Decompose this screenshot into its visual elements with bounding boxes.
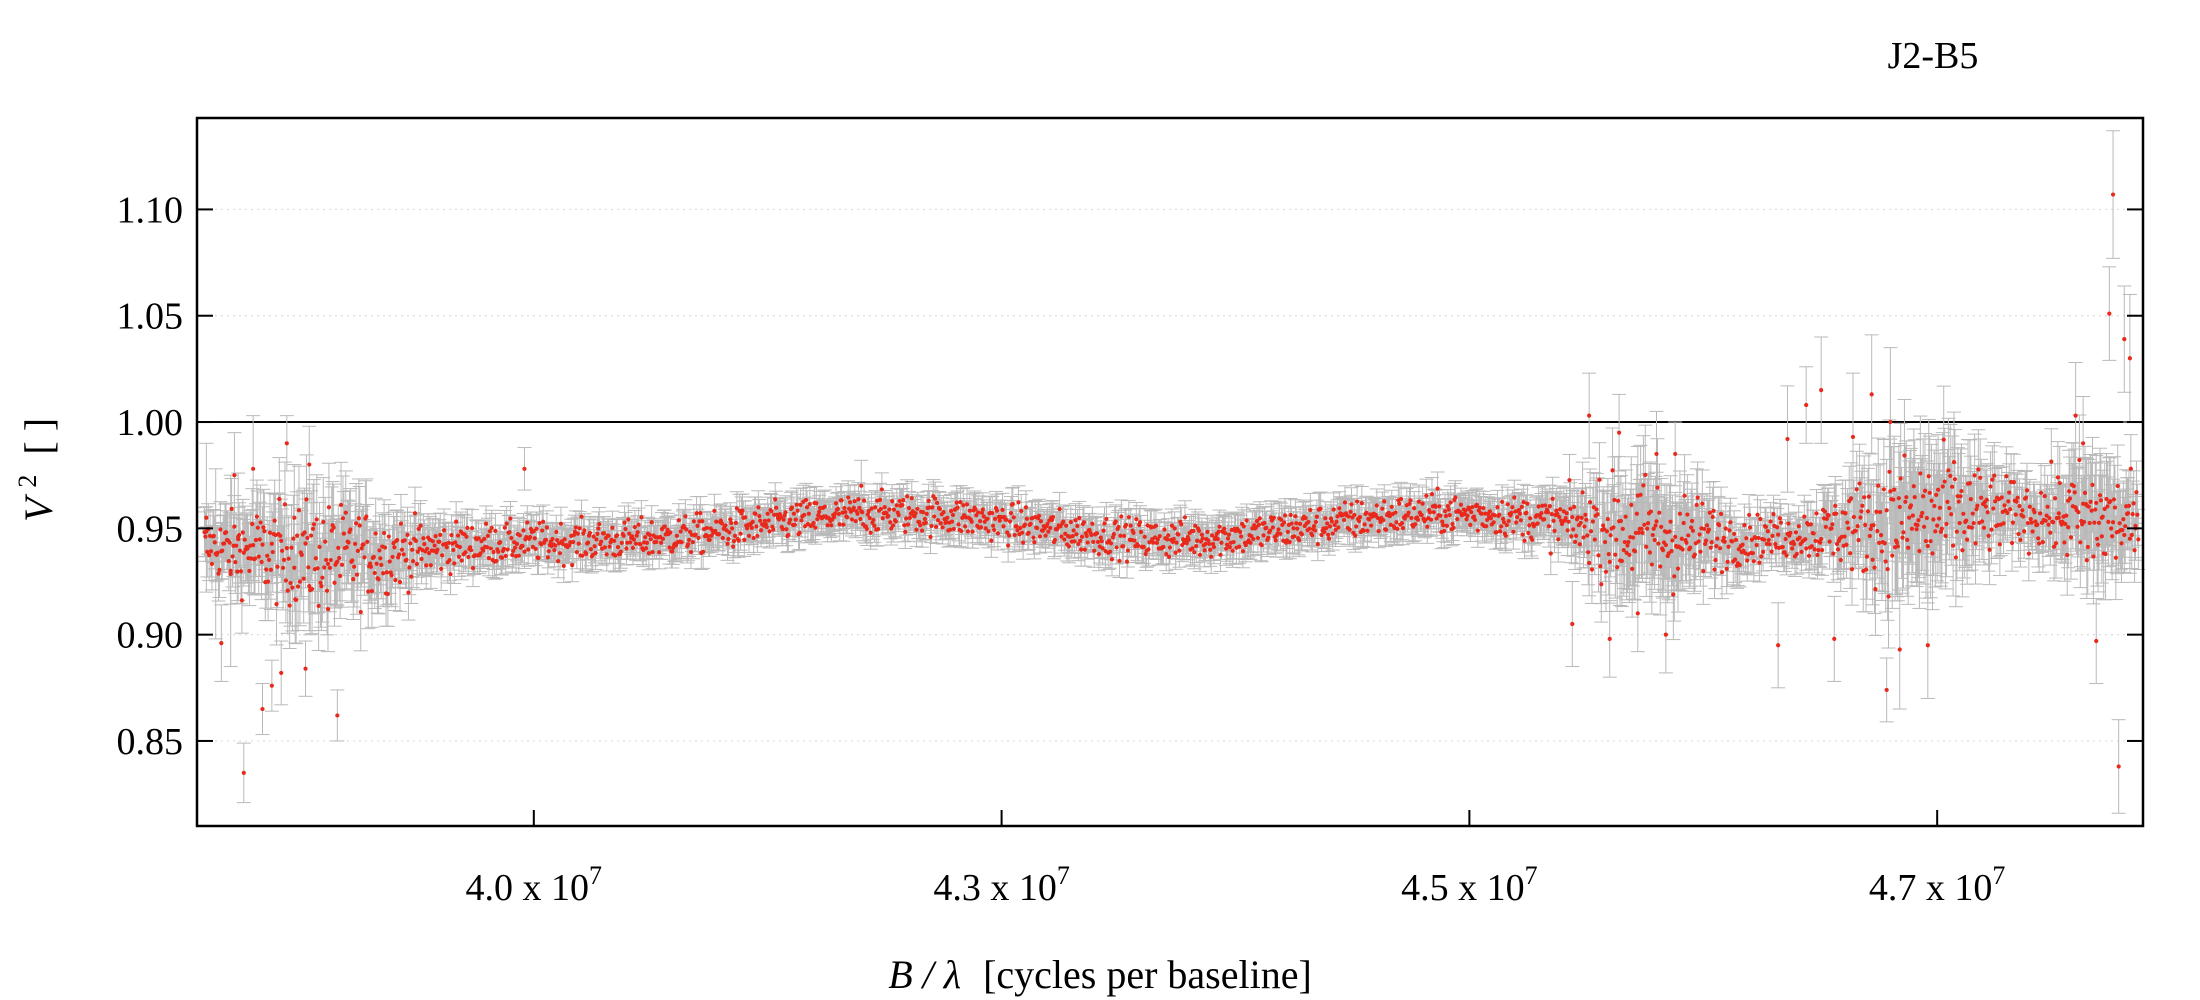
gridlines <box>197 208 2143 742</box>
error-bars <box>197 130 2146 814</box>
